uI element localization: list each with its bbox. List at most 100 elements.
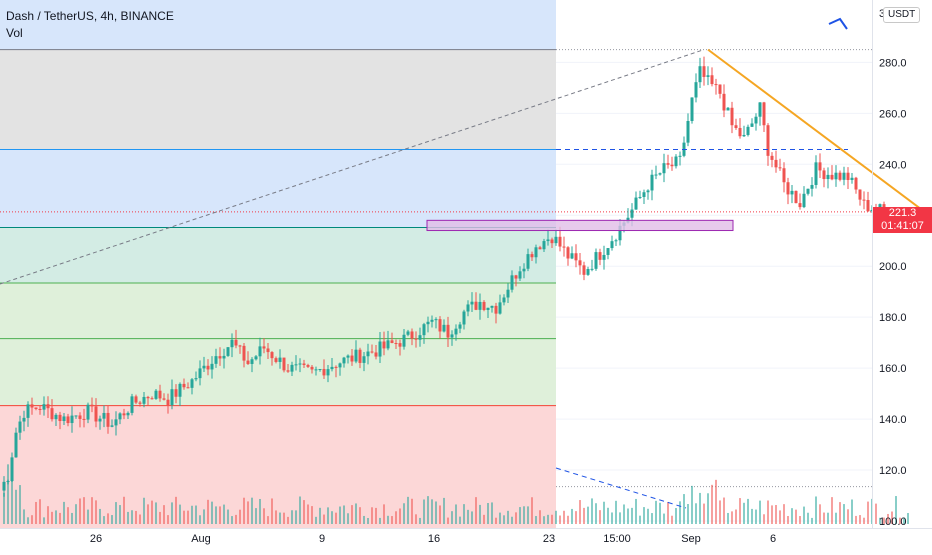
- volume-bar: [823, 512, 825, 524]
- candle-body: [374, 352, 378, 357]
- volume-bar: [695, 503, 697, 524]
- volume-bar: [191, 505, 193, 524]
- volume-bar: [699, 492, 701, 524]
- candle-body: [858, 189, 862, 200]
- candle-body: [38, 408, 42, 410]
- candle-body: [430, 319, 434, 322]
- candle-body: [154, 390, 158, 399]
- candle-body: [70, 415, 74, 424]
- price-axis-tick: 100.0: [879, 516, 907, 528]
- volume-bar: [835, 512, 837, 524]
- volume-bar: [275, 510, 277, 524]
- volume-bar: [211, 501, 213, 524]
- candle-body: [122, 413, 126, 416]
- volume-bar: [559, 515, 561, 524]
- candle-body: [702, 66, 706, 77]
- volume-bar: [839, 502, 841, 524]
- volume-bar: [411, 498, 413, 524]
- volume-bar: [159, 511, 161, 524]
- candle-body: [694, 82, 698, 98]
- candle-body: [6, 481, 10, 483]
- candle-body: [418, 335, 422, 340]
- volume-bar: [183, 510, 185, 524]
- volume-bar: [267, 516, 269, 524]
- volume-bar: [727, 512, 729, 524]
- candle-body: [830, 174, 834, 180]
- volume-bar: [859, 515, 861, 524]
- candle-body: [102, 412, 106, 419]
- candle-body: [458, 324, 462, 329]
- volume-bar: [459, 516, 461, 524]
- candle-body: [570, 253, 574, 259]
- volume-bar: [499, 512, 501, 524]
- candle-body: [850, 177, 854, 180]
- volume-bar: [655, 500, 657, 524]
- volume-bar: [147, 504, 149, 524]
- candle-body: [662, 163, 666, 174]
- candle-body: [158, 390, 162, 399]
- volume-bar: [367, 517, 369, 524]
- volume-bar: [791, 508, 793, 524]
- volume-bar: [635, 498, 637, 524]
- candle-body: [106, 412, 110, 427]
- candle-body: [398, 343, 402, 347]
- candle-body: [90, 404, 94, 407]
- volume-bar: [687, 503, 689, 524]
- candle-body: [790, 190, 794, 195]
- volume-bar: [443, 497, 445, 524]
- candle-body: [650, 174, 654, 191]
- candle-body: [290, 364, 294, 372]
- candle-body: [838, 172, 842, 180]
- candle-body: [746, 126, 750, 135]
- candle-body: [594, 252, 598, 269]
- candle-body: [78, 415, 82, 419]
- volume-bar: [303, 500, 305, 524]
- candle-body: [386, 340, 390, 349]
- volume-bar: [671, 515, 673, 524]
- volume-bar: [759, 500, 761, 524]
- candle-body: [454, 328, 458, 335]
- volume-bar: [511, 516, 513, 524]
- volume-bar: [583, 507, 585, 524]
- currency-selector[interactable]: USDT: [883, 7, 921, 23]
- candle-body: [602, 254, 606, 260]
- volume-bar: [579, 500, 581, 524]
- volume-bar: [867, 501, 869, 524]
- volume-bar: [779, 510, 781, 524]
- descending-trendline: [707, 48, 932, 219]
- volume-bar: [75, 504, 77, 524]
- candle-body: [178, 383, 182, 397]
- candle-body: [770, 155, 774, 160]
- candle-body: [266, 348, 270, 353]
- volume-bar: [739, 498, 741, 524]
- candle-body: [554, 236, 558, 244]
- volume-bar: [371, 507, 373, 524]
- time-axis-tick: 15:00: [603, 533, 631, 545]
- candle-body: [470, 301, 474, 305]
- candle-body: [446, 324, 450, 338]
- volume-bar: [463, 504, 465, 524]
- volume-bar: [171, 502, 173, 524]
- volume-indicator-label[interactable]: Vol: [6, 26, 23, 40]
- volume-bar: [711, 484, 713, 524]
- volume-bar: [331, 511, 333, 524]
- volume-bar: [611, 512, 613, 524]
- volume-bar: [771, 505, 773, 524]
- volume-bar: [891, 511, 893, 524]
- volume-bar: [19, 485, 21, 524]
- volume-bar: [175, 496, 177, 524]
- candle-body: [14, 432, 18, 458]
- volume-bar: [287, 516, 289, 524]
- volume-bar: [627, 508, 629, 524]
- candle-body: [494, 305, 498, 314]
- candle-body: [174, 389, 178, 397]
- candle-body: [270, 352, 274, 359]
- support-zone-box: [426, 219, 734, 232]
- candle-body: [314, 369, 318, 371]
- candle-body: [478, 301, 482, 310]
- candle-body: [286, 370, 290, 372]
- price-axis-tick: 140.0: [879, 414, 907, 426]
- volume-bar: [423, 499, 425, 524]
